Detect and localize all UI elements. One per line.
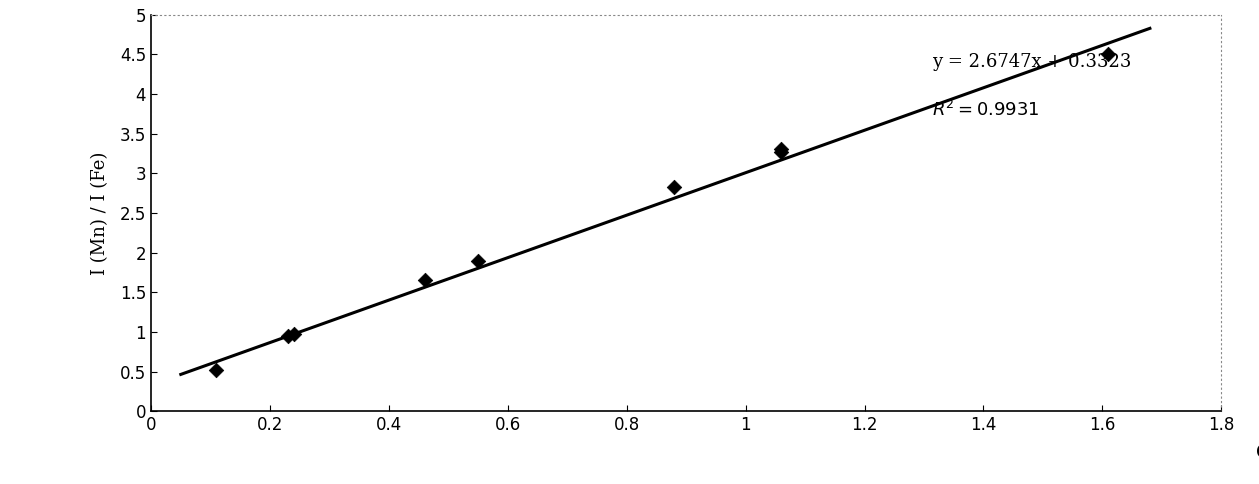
Point xyxy=(665,183,685,191)
Point xyxy=(772,148,792,156)
Point xyxy=(414,276,434,284)
Point xyxy=(278,332,298,340)
X-axis label: C/%: C/% xyxy=(1256,443,1259,461)
Text: y = 2.6747x + 0.3323: y = 2.6747x + 0.3323 xyxy=(932,53,1132,71)
Point xyxy=(283,331,303,338)
Text: $R^2 = 0.9931$: $R^2 = 0.9931$ xyxy=(932,100,1040,120)
Point xyxy=(206,366,227,374)
Point xyxy=(772,146,792,153)
Point xyxy=(468,257,488,264)
Point xyxy=(1098,50,1118,58)
Y-axis label: I (Mn) / I (Fe): I (Mn) / I (Fe) xyxy=(91,151,108,274)
